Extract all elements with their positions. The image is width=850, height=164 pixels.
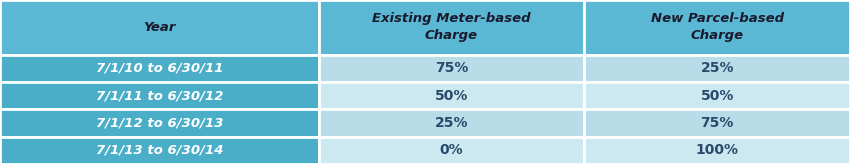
Text: Year: Year bbox=[143, 21, 176, 34]
Bar bbox=[0, 137, 319, 164]
Bar bbox=[584, 109, 850, 137]
Text: 7/1/13 to 6/30/14: 7/1/13 to 6/30/14 bbox=[95, 144, 223, 157]
Bar bbox=[0, 55, 319, 82]
Text: 7/1/10 to 6/30/11: 7/1/10 to 6/30/11 bbox=[95, 62, 223, 75]
Text: 7/1/12 to 6/30/13: 7/1/12 to 6/30/13 bbox=[95, 116, 223, 130]
Text: 100%: 100% bbox=[695, 143, 739, 157]
Text: 50%: 50% bbox=[700, 89, 734, 103]
Bar bbox=[584, 55, 850, 82]
Bar bbox=[319, 137, 584, 164]
Bar bbox=[319, 109, 584, 137]
Text: 25%: 25% bbox=[700, 61, 734, 75]
Bar bbox=[0, 109, 319, 137]
Text: 75%: 75% bbox=[435, 61, 468, 75]
Bar bbox=[0, 82, 319, 109]
Text: 7/1/11 to 6/30/12: 7/1/11 to 6/30/12 bbox=[95, 89, 223, 102]
Text: 50%: 50% bbox=[435, 89, 468, 103]
Bar bbox=[584, 82, 850, 109]
Text: New Parcel-based
Charge: New Parcel-based Charge bbox=[650, 12, 784, 42]
Bar bbox=[584, 0, 850, 55]
Text: 25%: 25% bbox=[435, 116, 468, 130]
Bar bbox=[584, 137, 850, 164]
Text: 75%: 75% bbox=[700, 116, 734, 130]
Text: 0%: 0% bbox=[439, 143, 463, 157]
Text: Existing Meter-based
Charge: Existing Meter-based Charge bbox=[372, 12, 531, 42]
Bar bbox=[319, 55, 584, 82]
Bar bbox=[319, 82, 584, 109]
Bar bbox=[0, 0, 319, 55]
Bar bbox=[319, 0, 584, 55]
